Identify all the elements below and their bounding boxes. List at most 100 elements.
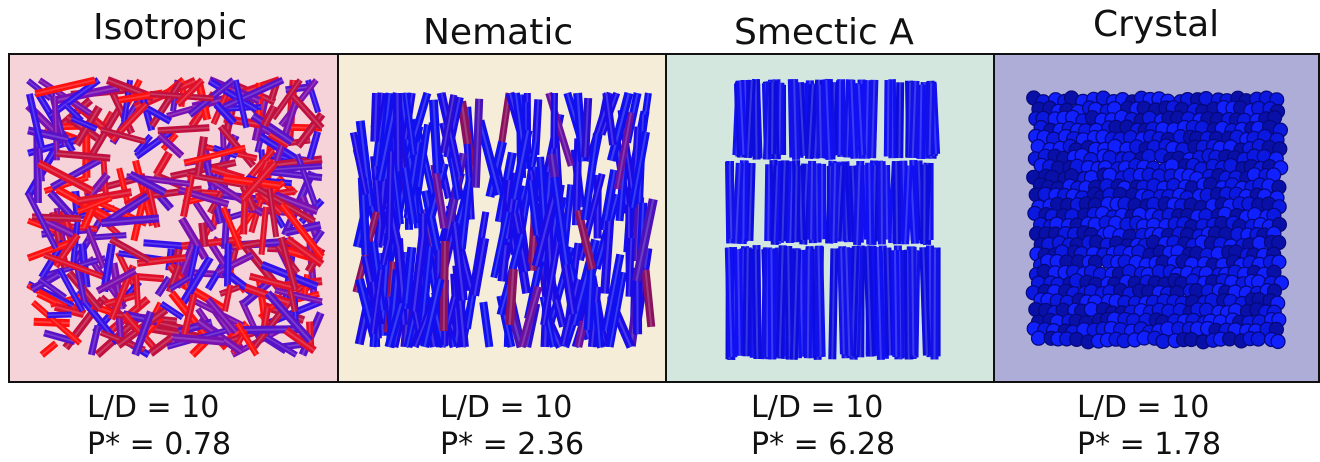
rod	[26, 239, 72, 262]
rod	[171, 333, 225, 346]
rod-highlight	[28, 93, 43, 148]
rod-highlight	[135, 274, 139, 308]
rod-highlight	[898, 82, 902, 159]
rod	[306, 130, 322, 161]
rod	[101, 214, 160, 228]
rod-highlight	[595, 302, 601, 348]
rod	[847, 79, 859, 159]
rod	[294, 153, 319, 206]
rod	[908, 80, 920, 159]
rod	[192, 200, 217, 233]
isotropic-phase-panel	[8, 53, 339, 383]
rod-highlight	[894, 250, 898, 357]
rod	[208, 78, 259, 113]
rod	[400, 166, 418, 225]
rod	[180, 293, 198, 337]
rod	[239, 160, 279, 203]
rod-highlight	[255, 132, 298, 161]
rod	[349, 131, 370, 195]
rod-highlight	[135, 135, 152, 154]
rod	[178, 216, 209, 261]
rod	[95, 267, 137, 295]
rod-highlight	[605, 92, 615, 146]
rod	[891, 250, 901, 357]
rod-highlight	[149, 336, 173, 355]
rod-highlight	[885, 165, 889, 240]
nematic-rods-render	[349, 91, 658, 349]
rod	[895, 82, 905, 159]
rod-highlight	[748, 162, 753, 241]
rod-highlight	[77, 191, 132, 203]
rod	[269, 168, 323, 182]
isotropic-pressure: P* = 0.78	[87, 427, 232, 462]
rod-highlight	[59, 269, 84, 312]
rod-highlight	[156, 277, 170, 296]
rod	[883, 79, 893, 157]
smectic-a-rods-render	[724, 78, 941, 361]
rod-highlight	[64, 104, 83, 122]
rod-highlight	[553, 177, 568, 265]
rod	[829, 162, 840, 243]
rod	[286, 286, 298, 313]
rod-highlight	[44, 176, 89, 192]
rod	[250, 112, 295, 146]
rod	[470, 237, 490, 297]
rod	[732, 162, 744, 244]
rod-highlight	[224, 284, 232, 312]
rod	[76, 188, 133, 206]
rod	[266, 187, 280, 238]
rod	[775, 245, 787, 358]
rod-highlight	[207, 298, 237, 333]
rod	[768, 82, 777, 155]
rod	[39, 340, 59, 358]
rod	[930, 248, 939, 360]
rod-end	[1250, 331, 1266, 347]
rod-highlight	[787, 245, 791, 360]
rod-highlight	[904, 165, 910, 241]
rod-highlight	[49, 191, 74, 218]
isotropic-aspect-ratio: L/D = 10	[87, 390, 220, 425]
rod	[791, 165, 801, 242]
rod	[926, 245, 935, 358]
rod-highlight	[806, 250, 810, 359]
rod-highlight	[201, 222, 206, 247]
rod	[868, 79, 879, 159]
rod	[36, 290, 58, 306]
rod-highlight	[857, 83, 864, 156]
rod-highlight	[508, 268, 515, 325]
rod-highlight	[54, 95, 58, 161]
rod	[837, 247, 848, 355]
rod-highlight	[793, 79, 798, 160]
rod-highlight	[43, 332, 76, 343]
rod	[228, 239, 261, 252]
rod-highlight	[817, 246, 822, 356]
rod	[49, 157, 102, 191]
rod-highlight	[43, 254, 105, 278]
rod-highlight	[616, 112, 632, 190]
rod-highlight	[767, 164, 771, 242]
rod-highlight	[513, 129, 530, 200]
rod	[232, 79, 250, 129]
rod-highlight	[41, 218, 76, 237]
rod	[186, 171, 254, 190]
crystal-pressure: P* = 1.78	[1077, 427, 1222, 462]
rod	[789, 249, 802, 360]
rod	[283, 327, 317, 354]
rod	[37, 276, 68, 301]
smectic-a-pressure: P* = 6.28	[751, 427, 896, 462]
rod-highlight	[397, 246, 405, 304]
rod-highlight	[373, 92, 378, 142]
rod-highlight	[928, 82, 933, 156]
rod-highlight	[866, 246, 872, 357]
rod	[767, 248, 777, 360]
rod-highlight	[460, 177, 471, 250]
rod	[457, 177, 474, 250]
rod-end	[1030, 330, 1047, 346]
rod	[401, 246, 417, 305]
rod	[724, 247, 736, 357]
rod-highlight	[412, 236, 425, 312]
rod	[437, 92, 464, 178]
rod	[393, 245, 408, 304]
rod-highlight	[631, 131, 647, 208]
rod-highlight	[197, 320, 242, 353]
